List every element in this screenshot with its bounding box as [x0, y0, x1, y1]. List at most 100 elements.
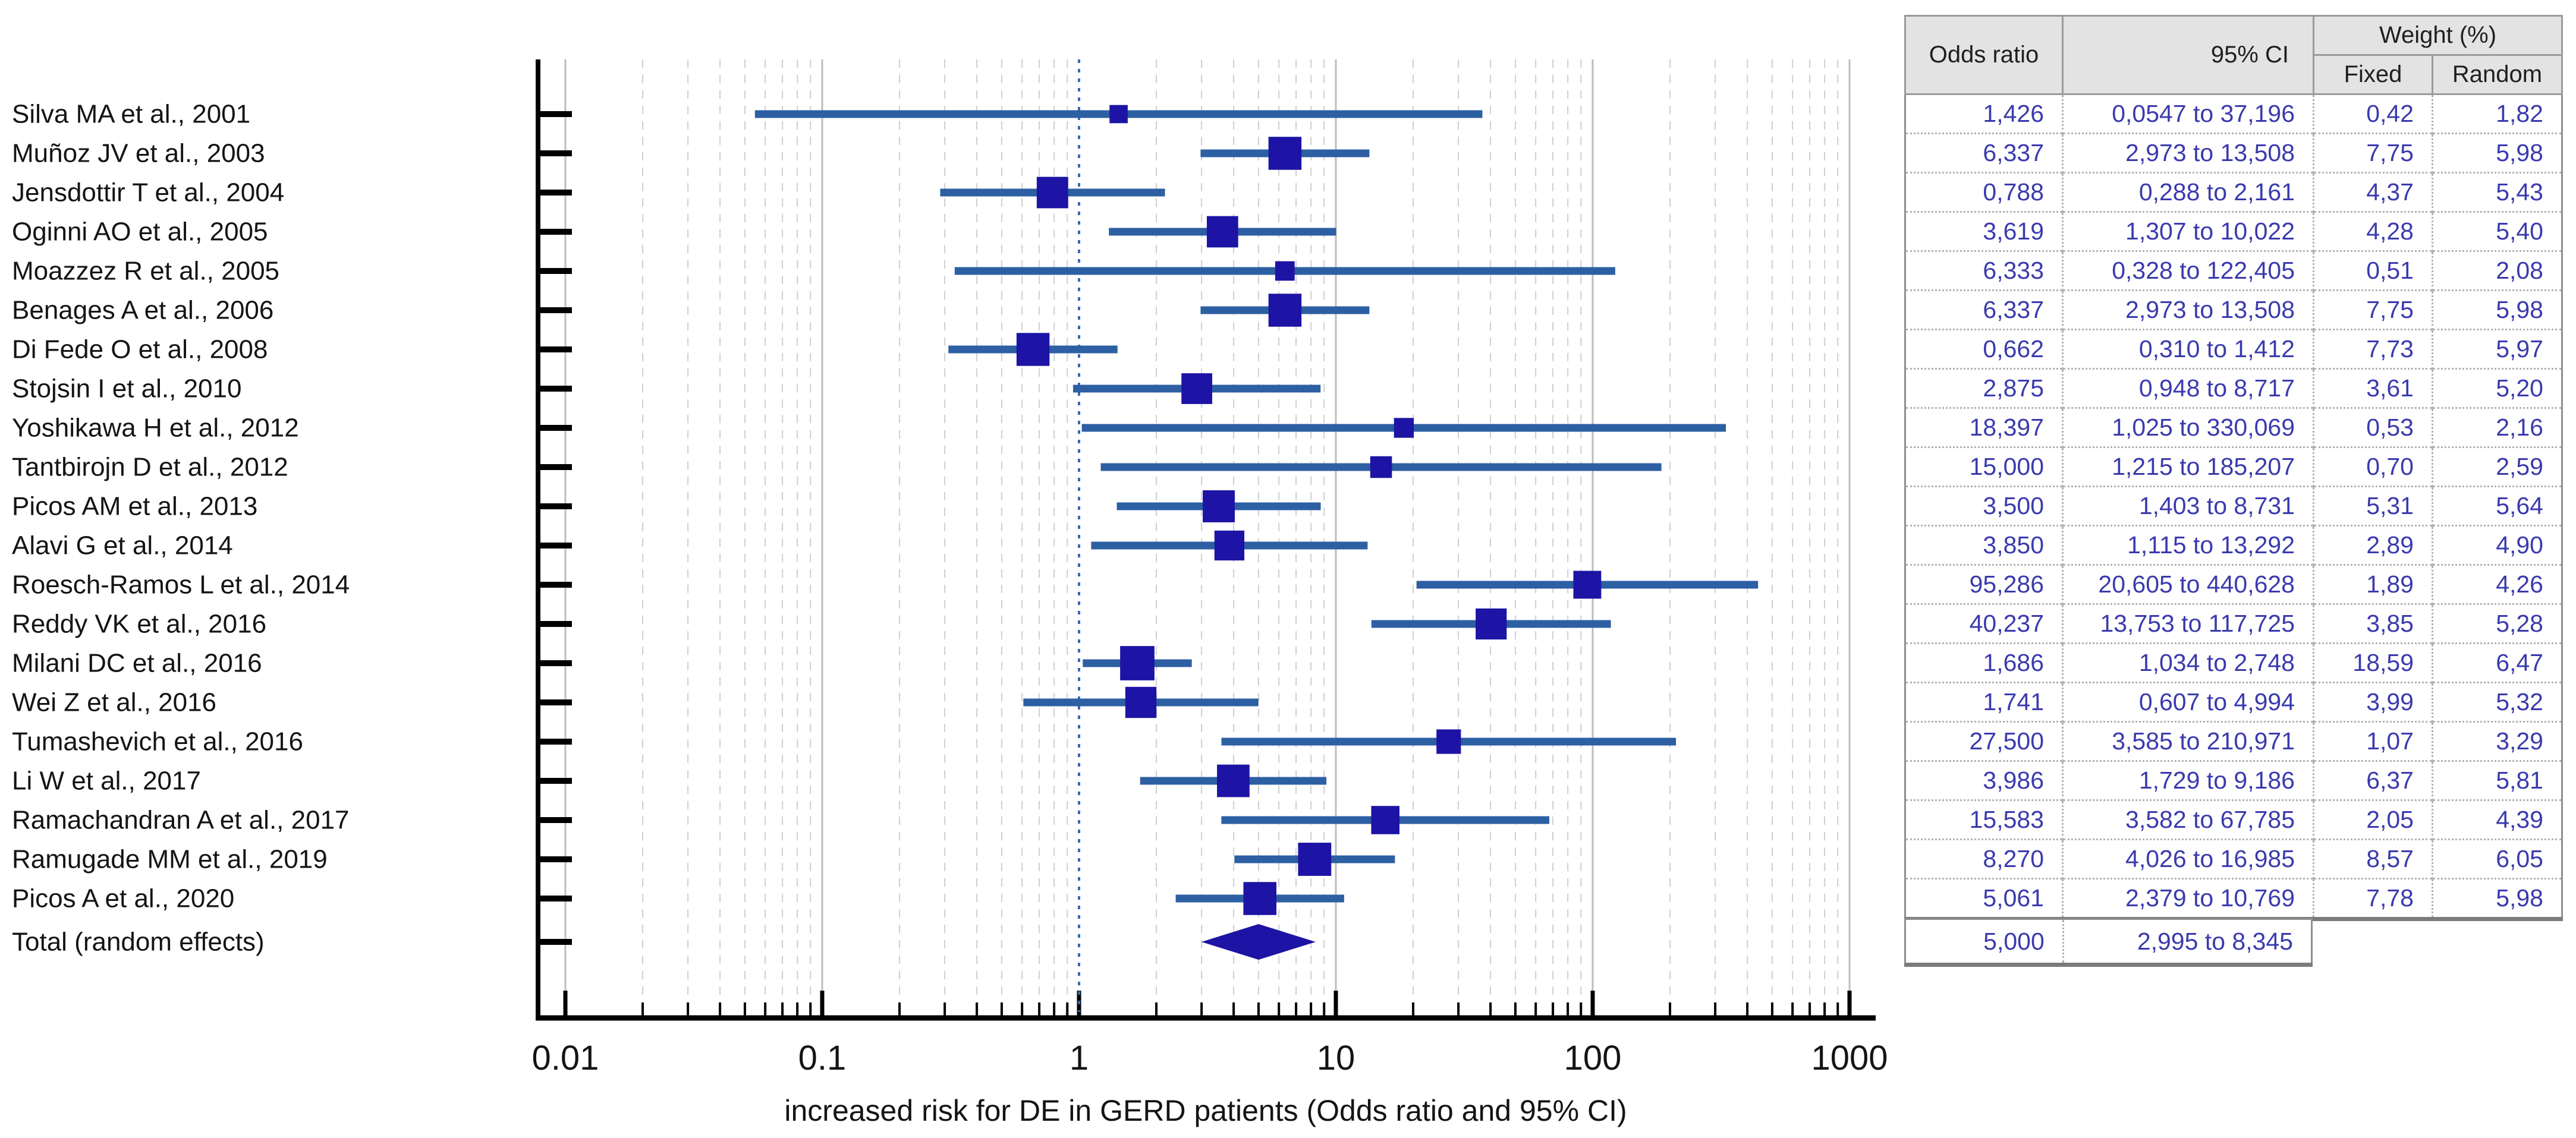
odds-ratio-box — [1298, 843, 1332, 876]
odds-ratio-box — [1371, 806, 1400, 834]
weight-fixed-cell: 7,75 — [2313, 133, 2433, 173]
table-row: 3,619 1,307 to 10,022 4,28 5,40 — [1905, 211, 2562, 251]
study-label: Picos AM et al., 2013 — [12, 492, 257, 521]
ci-cell: 0,328 to 122,405 — [2062, 250, 2314, 291]
study-label: Di Fede O et al., 2008 — [12, 335, 268, 364]
weight-random-cell: 5,98 — [2432, 289, 2562, 330]
table-row: 27,500 3,585 to 210,971 1,07 3,29 — [1905, 721, 2562, 761]
study-label: Ramachandran A et al., 2017 — [12, 806, 350, 835]
ci-cell: 3,582 to 67,785 — [2062, 799, 2314, 840]
ci-cell: 3,585 to 210,971 — [2062, 721, 2314, 761]
study-label: Jensdottir T et al., 2004 — [12, 178, 284, 207]
weight-random-cell: 5,20 — [2432, 368, 2562, 408]
table-row: 15,583 3,582 to 67,785 2,05 4,39 — [1905, 799, 2562, 840]
odds-ratio-box — [1181, 373, 1213, 404]
table-row: 3,850 1,115 to 13,292 2,89 4,90 — [1905, 525, 2562, 565]
weight-fixed-cell: 0,42 — [2313, 93, 2433, 134]
weight-random-cell: 5,81 — [2432, 760, 2562, 800]
weight-random-cell: 5,28 — [2432, 603, 2562, 644]
odds-ratio-box — [1243, 882, 1276, 915]
study-label: Tumashevich et al., 2016 — [12, 727, 303, 756]
weight-random-cell: 5,98 — [2432, 878, 2562, 919]
weight-random-cell: 1,82 — [2432, 93, 2562, 134]
odds-ratio-cell: 1,686 — [1905, 642, 2064, 683]
study-label: Moazzez R et al., 2005 — [12, 257, 279, 286]
study-label: Muñoz JV et al., 2003 — [12, 139, 265, 168]
table-row: 95,286 20,605 to 440,628 1,89 4,26 — [1905, 564, 2562, 604]
weight-fixed-cell: 0,70 — [2313, 446, 2433, 487]
column-header-fixed: Fixed — [2313, 54, 2433, 95]
weight-random-cell: 5,97 — [2432, 329, 2562, 369]
ci-cell: 1,025 to 330,069 — [2062, 407, 2314, 447]
table-row: 18,397 1,025 to 330,069 0,53 2,16 — [1905, 407, 2562, 447]
weight-fixed-cell: 5,31 — [2313, 486, 2433, 526]
weight-fixed-cell: 7,73 — [2313, 329, 2433, 369]
study-label: Ramugade MM et al., 2019 — [12, 845, 328, 874]
weight-random-cell: 2,16 — [2432, 407, 2562, 447]
weight-random-cell: 4,90 — [2432, 525, 2562, 565]
weight-random-cell: 5,98 — [2432, 133, 2562, 173]
weight-random-cell: 5,64 — [2432, 486, 2562, 526]
ci-cell: 1,215 to 185,207 — [2062, 446, 2314, 487]
x-tick-label: 0.01 — [532, 1039, 599, 1077]
odds-ratio-cell: 15,583 — [1905, 799, 2064, 840]
odds-ratio-box — [1120, 646, 1155, 680]
weight-random-cell: 6,05 — [2432, 838, 2562, 879]
odds-ratio-cell: 5,061 — [1905, 878, 2064, 919]
odds-ratio-box — [1217, 764, 1250, 797]
weight-random-cell: 2,08 — [2432, 250, 2562, 291]
ci-cell: 1,403 to 8,731 — [2062, 486, 2314, 526]
odds-ratio-cell: 15,000 — [1905, 446, 2064, 487]
odds-ratio-cell: 0,788 — [1905, 172, 2064, 212]
ci-cell: 0,607 to 4,994 — [2062, 682, 2314, 722]
study-label: Milani DC et al., 2016 — [12, 649, 262, 678]
table-row: 6,337 2,973 to 13,508 7,75 5,98 — [1905, 289, 2562, 330]
ci-cell: 0,288 to 2,161 — [2062, 172, 2314, 212]
weight-random-cell: 4,39 — [2432, 799, 2562, 840]
table-row: 40,237 13,753 to 117,725 3,85 5,28 — [1905, 603, 2562, 644]
column-header-random: Random — [2432, 54, 2563, 95]
odds-ratio-cell: 95,286 — [1905, 564, 2064, 604]
weight-fixed-cell: 1,89 — [2313, 564, 2433, 604]
study-label: Picos A et al., 2020 — [12, 884, 234, 913]
x-tick-label: 1000 — [1811, 1039, 1888, 1077]
weight-random-cell: 5,43 — [2432, 172, 2562, 212]
odds-ratio-cell: 3,500 — [1905, 486, 2064, 526]
odds-ratio-cell: 6,337 — [1905, 289, 2064, 330]
weight-fixed-cell: 1,07 — [2313, 721, 2433, 761]
table-row: 1,741 0,607 to 4,994 3,99 5,32 — [1905, 682, 2562, 722]
odds-ratio-cell: 6,333 — [1905, 250, 2064, 291]
ci-cell: 1,307 to 10,022 — [2062, 211, 2314, 251]
study-label: Oginni AO et al., 2005 — [12, 217, 268, 247]
table-row: 0,662 0,310 to 1,412 7,73 5,97 — [1905, 329, 2562, 369]
weight-fixed-cell: 2,89 — [2313, 525, 2433, 565]
odds-ratio-cell: 27,500 — [1905, 721, 2064, 761]
total-diamond — [1201, 924, 1316, 960]
study-label: Benages A et al., 2006 — [12, 296, 273, 325]
ci-cell: 20,605 to 440,628 — [2062, 564, 2314, 604]
ci-cell: 2,973 to 13,508 — [2062, 133, 2314, 173]
weight-fixed-cell: 3,85 — [2313, 603, 2433, 644]
odds-ratio-cell: 18,397 — [1905, 407, 2064, 447]
study-label: Silva MA et al., 2001 — [12, 100, 250, 129]
total-row-table: 5,000 2,995 to 8,345 — [1904, 918, 2313, 967]
weight-random-cell: 4,26 — [2432, 564, 2562, 604]
odds-ratio-cell: 1,741 — [1905, 682, 2064, 722]
results-table-panel: Odds ratio 95% CI Weight (%) Fixed Rando… — [1904, 15, 2564, 967]
ci-cell: 1,115 to 13,292 — [2062, 525, 2314, 565]
ci-cell: 1,729 to 9,186 — [2062, 760, 2314, 800]
weight-random-cell: 5,40 — [2432, 211, 2562, 251]
weight-fixed-cell: 2,05 — [2313, 799, 2433, 840]
odds-ratio-cell: 3,850 — [1905, 525, 2064, 565]
column-header-weight: Weight (%) — [2313, 15, 2563, 56]
study-label: Reddy VK et al., 2016 — [12, 610, 266, 639]
ci-cell: 2,379 to 10,769 — [2062, 878, 2314, 919]
odds-ratio-cell: 1,426 — [1905, 93, 2064, 134]
total-row: 5,000 2,995 to 8,345 — [1905, 919, 2312, 965]
weight-fixed-cell: 4,37 — [2313, 172, 2433, 212]
weight-fixed-cell: 7,75 — [2313, 289, 2433, 330]
odds-ratio-cell: 0,662 — [1905, 329, 2064, 369]
odds-ratio-box — [1109, 105, 1128, 124]
total-ci-cell: 2,995 to 8,345 — [2137, 927, 2293, 955]
total-odds-ratio-cell: 5,000 — [1905, 919, 2064, 965]
